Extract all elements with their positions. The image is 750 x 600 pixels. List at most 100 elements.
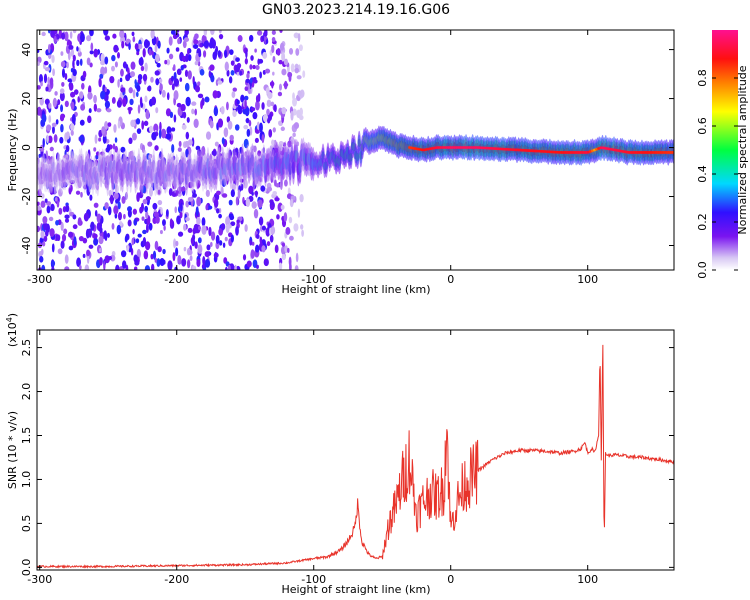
spectrogram-cell bbox=[173, 114, 177, 123]
spectrogram-cell bbox=[187, 70, 192, 80]
spectrogram-cell bbox=[455, 146, 459, 149]
spectrogram-cell bbox=[174, 32, 180, 38]
spectrogram-cell bbox=[227, 264, 231, 270]
spectrogram-cell bbox=[66, 61, 69, 69]
spectrogram-cell bbox=[245, 49, 248, 59]
spectrogram-cell bbox=[272, 127, 276, 133]
spectrogram-cell bbox=[184, 140, 190, 148]
spectrogram-cell bbox=[98, 137, 102, 142]
snr-frame bbox=[36, 329, 675, 571]
spectrogram-cell bbox=[274, 244, 279, 254]
spectrogram-cell bbox=[175, 47, 180, 52]
spectrogram-cell bbox=[96, 108, 102, 113]
colorbar-tick-label: 0.2 bbox=[696, 213, 709, 231]
spectrogram-cell bbox=[118, 221, 123, 227]
spectrogram-cell bbox=[80, 104, 86, 111]
spectrogram-cell bbox=[199, 69, 205, 76]
spectrogram-cell bbox=[180, 202, 183, 212]
spectrogram-cell bbox=[37, 225, 41, 233]
spectrogram-cell bbox=[45, 229, 49, 237]
spectrogram-cell bbox=[156, 258, 161, 267]
spectrogram-cell bbox=[210, 231, 216, 241]
spectrogram-cell bbox=[244, 224, 248, 232]
spectrogram-cell bbox=[211, 150, 217, 156]
spectrogram-cell bbox=[53, 30, 58, 35]
spectrogram-cell bbox=[140, 102, 144, 108]
spectrogram-cell bbox=[60, 113, 66, 119]
spectrogram-cell bbox=[72, 30, 77, 34]
spectrogram-cell bbox=[100, 90, 106, 100]
spectrogram-cell bbox=[225, 261, 230, 267]
spectrogram-cell bbox=[46, 205, 51, 214]
spectrogram-cell bbox=[98, 247, 102, 253]
spectrogram-cell bbox=[283, 82, 289, 87]
spectrogram-cell bbox=[245, 117, 250, 124]
spectrogram-cell bbox=[175, 240, 179, 247]
spectrogram-cell bbox=[272, 71, 275, 76]
spectrogram-cell bbox=[37, 205, 42, 211]
spectrogram-cell bbox=[298, 44, 303, 52]
spectrogram-cell bbox=[60, 51, 64, 56]
spectrogram-cell bbox=[63, 228, 68, 235]
spectrogram-cell bbox=[150, 30, 155, 39]
spectrogram-cell bbox=[133, 218, 138, 226]
spectrogram-cell bbox=[176, 215, 181, 225]
spectrogram-cell bbox=[220, 223, 226, 231]
spectrogram-cell bbox=[288, 47, 294, 55]
spectrogram-cell bbox=[43, 235, 48, 242]
spectrogram-cell bbox=[103, 230, 108, 240]
spectrogram-cell bbox=[168, 36, 173, 46]
spectrogram-cell bbox=[669, 151, 673, 154]
spectrogram-y-tick-label: -40 bbox=[20, 237, 33, 255]
colorbar-tick-label: 0.8 bbox=[696, 69, 709, 87]
spectrogram-cell bbox=[235, 57, 240, 62]
spectrogram-cell bbox=[197, 93, 204, 99]
spectrogram-cell bbox=[207, 205, 213, 210]
spectrogram-cell bbox=[197, 81, 201, 87]
spectrogram-cell bbox=[44, 198, 48, 203]
spectrogram-x-tick-label: -300 bbox=[27, 273, 52, 286]
spectrogram-cell bbox=[193, 223, 199, 234]
spectrogram-cell bbox=[226, 101, 229, 111]
spectrogram-x-ticks: -300 -200 -100 0 100 bbox=[27, 30, 598, 286]
spectrogram-cell bbox=[93, 202, 99, 208]
spectrogram-cell bbox=[140, 56, 144, 65]
spectrogram-cell bbox=[230, 60, 235, 66]
spectrogram-cell bbox=[202, 256, 206, 266]
spectrogram-cell bbox=[140, 65, 145, 72]
spectrogram-cell bbox=[293, 122, 300, 129]
spectrogram-cell bbox=[89, 194, 93, 201]
spectrogram-cell bbox=[170, 30, 176, 35]
spectrogram-cell bbox=[117, 201, 121, 210]
spectrogram-cell bbox=[40, 200, 46, 208]
spectrogram-cells bbox=[37, 30, 674, 270]
spectrogram-cell bbox=[39, 96, 45, 106]
spectrogram-cell bbox=[153, 211, 159, 218]
spectrogram-cell bbox=[250, 55, 254, 61]
spectrogram-y-tick-label: 20 bbox=[20, 92, 33, 106]
spectrogram-cell bbox=[578, 151, 582, 154]
spectrogram-cell bbox=[185, 200, 190, 208]
spectrogram-x-tick-label: -100 bbox=[301, 273, 326, 286]
spectrogram-cell bbox=[145, 211, 149, 219]
spectrogram-cell bbox=[145, 109, 150, 120]
spectrogram-cell bbox=[78, 235, 84, 242]
spectrogram-cell bbox=[96, 213, 102, 223]
spectrogram-cell bbox=[215, 79, 219, 87]
spectrogram-cell bbox=[295, 252, 299, 263]
spectrogram-cell bbox=[134, 43, 139, 50]
spectrogram-cell bbox=[111, 54, 116, 62]
spectrogram-cell bbox=[107, 122, 112, 127]
spectrogram-cell bbox=[278, 83, 283, 91]
spectrogram-cell bbox=[93, 103, 98, 112]
spectrogram-cell bbox=[277, 202, 283, 212]
spectrogram-cell bbox=[78, 135, 85, 143]
spectrogram-cell bbox=[42, 241, 46, 247]
spectrogram-cell bbox=[137, 43, 143, 50]
spectrogram-cell bbox=[72, 59, 75, 68]
spectrogram-cell bbox=[187, 48, 190, 55]
spectrogram-cell bbox=[125, 191, 128, 200]
spectrogram-cell bbox=[76, 257, 81, 268]
spectrogram-cell bbox=[38, 74, 43, 84]
spectrogram-cell bbox=[265, 39, 269, 44]
